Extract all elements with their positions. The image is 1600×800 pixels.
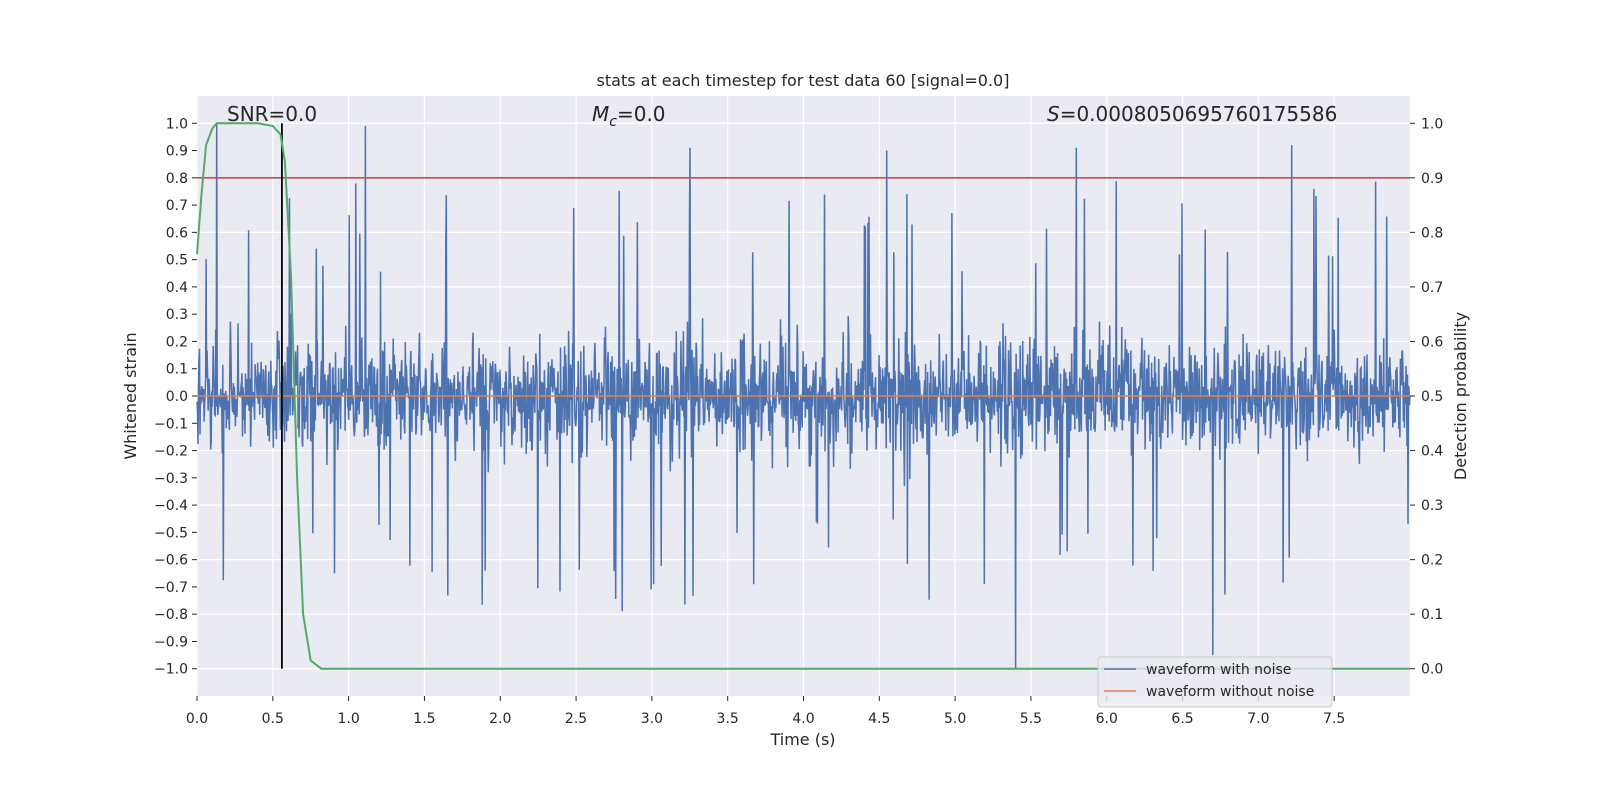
chirp-mass-annotation: Mc=0.0 <box>592 102 666 130</box>
legend: waveform with noise waveform without noi… <box>1097 656 1333 708</box>
y2-tick-label: 0.6 <box>1421 334 1443 350</box>
x-tick-label: 0.5 <box>262 711 284 727</box>
x-tick-label: 4.5 <box>868 711 890 727</box>
y-tick-label: −0.1 <box>154 416 188 432</box>
y2-tick-label: 0.2 <box>1421 553 1443 569</box>
x-tick-label: 7.0 <box>1247 711 1269 727</box>
y2-tick-label: 0.8 <box>1421 225 1443 241</box>
x-tick-label: 0.0 <box>186 711 208 727</box>
y2-axis-label: Detection probability <box>1451 312 1470 480</box>
y-tick-label: 0.5 <box>166 253 188 269</box>
y-tick-label: 0.2 <box>166 334 188 350</box>
y2-tick-label: 0.7 <box>1421 280 1443 296</box>
x-tick-label: 4.0 <box>792 711 814 727</box>
chirp-mass-subscript: c <box>609 114 617 130</box>
snr-annotation: SNR=0.0 <box>227 102 317 126</box>
y-tick-label: −0.5 <box>154 525 188 541</box>
chirp-mass-value: =0.0 <box>617 102 666 126</box>
y-tick-label: 0.3 <box>166 307 188 323</box>
y-tick-label: 0.6 <box>166 225 188 241</box>
x-tick-label: 3.5 <box>717 711 739 727</box>
legend-label-noise: waveform with noise <box>1146 662 1291 678</box>
x-tick-label: 2.0 <box>489 711 511 727</box>
x-axis-label: Time (s) <box>769 730 835 749</box>
noise-trace <box>196 123 1411 669</box>
x-tick-label: 5.0 <box>944 711 966 727</box>
legend-box <box>1097 656 1333 708</box>
y-axis-label: Whitened strain <box>121 332 140 459</box>
y2-tick-label: 1.0 <box>1421 116 1443 132</box>
y2-tick-label: 0.0 <box>1421 662 1443 678</box>
y2-tick-label: 0.4 <box>1421 444 1443 460</box>
x-tick-label: 6.0 <box>1096 711 1118 727</box>
y-tick-label: 0.8 <box>166 171 188 187</box>
y-tick-label: −0.4 <box>154 498 188 514</box>
x-tick-label: 5.5 <box>1020 711 1042 727</box>
y-tick-label: 0.4 <box>166 280 188 296</box>
y-tick-label: 1.0 <box>166 116 188 132</box>
y-tick-label: −1.0 <box>154 662 188 678</box>
y-tick-label: −0.7 <box>154 580 188 596</box>
series-waveform-with-noise <box>196 123 1411 669</box>
y2-tick-label: 0.1 <box>1421 607 1443 623</box>
x-tick-label: 2.5 <box>565 711 587 727</box>
y-tick-label: 0.0 <box>166 389 188 405</box>
y-tick-label: 0.1 <box>166 362 188 378</box>
detection-probability-line <box>196 122 1410 670</box>
x-tick-label: 3.0 <box>641 711 663 727</box>
x-tick-label: 1.0 <box>337 711 359 727</box>
y2-tick-label: 0.9 <box>1421 171 1443 187</box>
score-annotation: S=0.0008050695760175586 <box>1047 102 1337 126</box>
y-tick-label: −0.2 <box>154 444 188 460</box>
y2-tick-label: 0.5 <box>1421 389 1443 405</box>
chirp-mass-symbol: M <box>592 102 609 126</box>
overlay-lines <box>196 122 1410 670</box>
y-tick-label: −0.6 <box>154 553 188 569</box>
x-tick-label: 1.5 <box>413 711 435 727</box>
y-tick-label: −0.9 <box>154 634 188 650</box>
y2-tick-label: 0.3 <box>1421 498 1443 514</box>
y2-axis-ticks: 1.0 0.9 0.8 0.7 0.6 0.5 0.4 0.3 0.2 0.1 0.0 <box>1410 116 1443 678</box>
chart-title: stats at each timestep for test data 60 … <box>597 71 1010 90</box>
y-axis-ticks: 1.0 0.9 0.8 0.7 0.6 0.5 0.4 0.3 0.2 0.1 0.0 −0.1 −0.… <box>154 116 197 678</box>
x-axis-ticks: 0.0 0.5 1.0 1.5 2.0 2.5 3.0 3.5 4.0 4.5 5.0 5.5 6.0 6… <box>186 696 1345 727</box>
x-tick-label: 7.5 <box>1323 711 1345 727</box>
y-tick-label: −0.3 <box>154 471 188 487</box>
y-tick-label: −0.8 <box>154 607 188 623</box>
legend-label-clean: waveform without noise <box>1146 684 1314 700</box>
score-value: =0.0008050695760175586 <box>1060 102 1338 126</box>
y-tick-label: 0.7 <box>166 198 188 214</box>
x-tick-label: 6.5 <box>1171 711 1193 727</box>
score-symbol: S <box>1047 102 1060 126</box>
y-tick-label: 0.9 <box>166 144 188 160</box>
